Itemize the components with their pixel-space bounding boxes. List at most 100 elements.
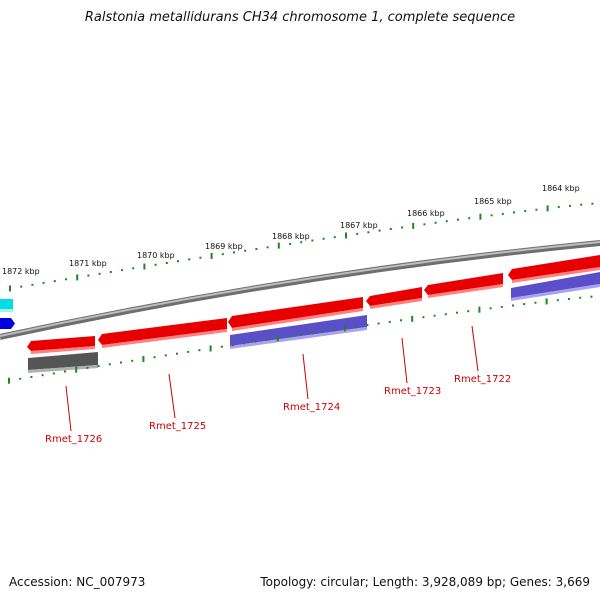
ruler-major-tick bbox=[209, 345, 212, 352]
ruler-label-1867: 1867 kbp bbox=[340, 221, 378, 230]
ruler-minor-tick bbox=[366, 324, 369, 327]
ruler-minor-tick bbox=[120, 361, 122, 364]
feature-cyan-partial[interactable] bbox=[0, 299, 13, 310]
ruler-minor-tick bbox=[187, 350, 190, 353]
ruler-minor-tick bbox=[42, 281, 45, 284]
ruler-minor-tick bbox=[311, 239, 314, 242]
ruler-minor-tick bbox=[87, 274, 90, 277]
feature-blue-partial[interactable] bbox=[0, 318, 15, 329]
ruler-minor-tick bbox=[244, 249, 247, 252]
ruler-minor-tick bbox=[580, 203, 583, 206]
ruler-minor-tick bbox=[53, 280, 56, 283]
ruler-minor-tick bbox=[254, 340, 257, 343]
leader-rmet-1725 bbox=[168, 373, 176, 419]
ruler-upper bbox=[9, 202, 594, 292]
ruler-minor-tick bbox=[489, 307, 492, 310]
ruler-minor-tick bbox=[164, 354, 167, 357]
ruler-major-tick bbox=[76, 274, 79, 281]
ruler-major-tick bbox=[277, 242, 280, 249]
ruler-minor-tick bbox=[288, 335, 290, 338]
ruler-minor-tick bbox=[289, 242, 291, 245]
ruler-minor-tick bbox=[30, 376, 33, 378]
map-title: Ralstonia metallidurans CH34 chromosome … bbox=[84, 10, 516, 25]
ruler-minor-tick bbox=[121, 269, 123, 272]
feature-purple-rmet-1724[interactable] bbox=[230, 315, 367, 349]
ruler-minor-tick bbox=[557, 206, 560, 209]
ruler-minor-tick bbox=[108, 363, 111, 366]
feature-purple-right-edge[interactable] bbox=[511, 272, 600, 301]
leader-rmet-1724 bbox=[302, 353, 309, 400]
ruler-minor-tick bbox=[31, 283, 34, 286]
ruler-minor-tick bbox=[333, 236, 336, 239]
ruler-minor-tick bbox=[131, 359, 134, 362]
chromosome-backbone bbox=[0, 240, 600, 340]
ruler-minor-tick bbox=[524, 210, 527, 213]
ruler-minor-tick bbox=[377, 322, 380, 325]
gene-rmet-1726[interactable] bbox=[27, 336, 95, 354]
ruler-minor-tick bbox=[535, 208, 538, 211]
gene-rmet-1723[interactable] bbox=[366, 287, 422, 309]
ruler-minor-tick bbox=[220, 345, 223, 348]
gene-label-rmet-1723: Rmet_1723 bbox=[384, 386, 441, 397]
ruler-minor-tick bbox=[266, 246, 269, 249]
ruler-minor-tick bbox=[310, 332, 313, 335]
ruler-major-tick bbox=[142, 356, 145, 362]
ruler-label-1870: 1870 kbp bbox=[137, 251, 175, 260]
gene-rmet-1724-red[interactable] bbox=[228, 297, 363, 331]
ruler-minor-tick bbox=[165, 262, 168, 264]
ruler-label-1864: 1864 kbp bbox=[542, 184, 580, 193]
ruler-minor-tick bbox=[322, 237, 325, 240]
ruler-minor-tick bbox=[556, 299, 559, 302]
ruler-minor-tick bbox=[378, 229, 381, 232]
ruler-minor-tick bbox=[86, 366, 89, 369]
ruler-minor-tick bbox=[501, 212, 504, 215]
leader-rmet-1726 bbox=[65, 385, 72, 432]
leader-rmet-1723 bbox=[401, 337, 408, 384]
feature-grey-rmet-1726[interactable] bbox=[28, 352, 98, 373]
chromosome-backbone-highlight bbox=[0, 241, 600, 337]
ruler-minor-tick bbox=[65, 278, 67, 281]
ruler-minor-tick bbox=[444, 313, 447, 316]
ruler-label-1872: 1872 kbp bbox=[2, 267, 40, 276]
ruler-minor-tick bbox=[389, 228, 392, 230]
ruler-minor-tick bbox=[401, 226, 403, 229]
feature-cyan-partial-shade bbox=[0, 309, 13, 312]
ruler-major-tick bbox=[210, 252, 213, 259]
ruler-minor-tick bbox=[321, 330, 324, 333]
ruler-minor-tick bbox=[41, 374, 44, 377]
ruler-lower bbox=[8, 295, 593, 384]
ruler-major-tick bbox=[9, 285, 11, 292]
gene-rmet-1725[interactable] bbox=[98, 318, 227, 348]
ruler-minor-tick bbox=[400, 319, 402, 322]
ruler-minor-tick bbox=[569, 204, 571, 207]
accession-text: Accession: NC_007973 bbox=[9, 575, 146, 589]
ruler-minor-tick bbox=[221, 253, 224, 256]
ruler-minor-tick bbox=[154, 263, 157, 266]
ruler-major-tick bbox=[546, 205, 549, 212]
ruler-minor-tick bbox=[300, 241, 303, 244]
ruler-minor-tick bbox=[579, 296, 582, 299]
ruler-major-tick bbox=[545, 298, 548, 305]
ruler-minor-tick bbox=[177, 260, 179, 263]
ruler-minor-tick bbox=[523, 303, 526, 306]
ruler-major-tick bbox=[479, 213, 482, 220]
ruler-minor-tick bbox=[132, 267, 135, 270]
ruler-minor-tick bbox=[299, 333, 302, 336]
ruler-minor-tick bbox=[243, 342, 246, 345]
ruler-major-tick bbox=[478, 306, 481, 313]
gene-rmet-1722[interactable] bbox=[424, 273, 503, 298]
leader-rmet-1722 bbox=[471, 325, 479, 372]
ruler-minor-tick bbox=[500, 305, 503, 308]
ruler-minor-tick bbox=[434, 221, 437, 224]
ruler-major-tick bbox=[411, 315, 414, 322]
gene-label-rmet-1722: Rmet_1722 bbox=[454, 374, 511, 385]
ruler-minor-tick bbox=[433, 314, 436, 317]
ruler-minor-tick bbox=[388, 320, 391, 323]
ruler-minor-tick bbox=[52, 372, 55, 375]
gene-label-rmet-1725: Rmet_1725 bbox=[149, 421, 206, 432]
ruler-major-tick bbox=[75, 366, 78, 373]
ruler-label-1871: 1871 kbp bbox=[69, 259, 107, 268]
gene-right-edge[interactable] bbox=[508, 255, 600, 283]
ruler-minor-tick bbox=[64, 370, 66, 373]
ruler-major-tick bbox=[276, 335, 279, 342]
